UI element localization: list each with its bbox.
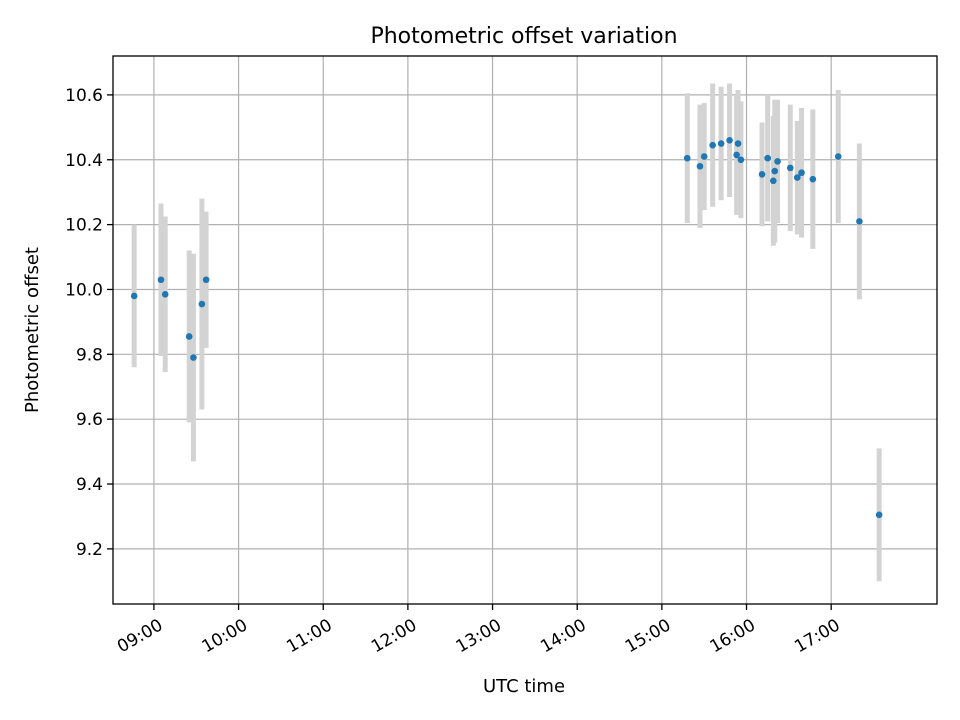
data-point [875, 511, 883, 519]
data-point [737, 156, 745, 164]
y-tick-label: 10.4 [65, 151, 103, 171]
x-tick-label: 12:00 [368, 615, 420, 657]
data-point [161, 291, 169, 298]
x-tick-label: 13:00 [453, 615, 505, 657]
y-tick-label: 10.2 [65, 216, 103, 236]
chart-title: Photometric offset variation [370, 24, 677, 49]
data-point [130, 292, 138, 300]
y-axis-ticks: 9.2 9.4 9.6 9.8 10.0 10.2 10.4 10.6 [65, 86, 113, 560]
y-tick-label: 10.0 [65, 280, 103, 300]
data-point [856, 218, 863, 225]
data-point [733, 151, 740, 159]
x-axis-label: UTC time [483, 676, 565, 697]
data-point [683, 154, 691, 162]
data-point [786, 164, 794, 172]
data-point [770, 177, 777, 185]
data-point [774, 158, 781, 165]
data-point [202, 276, 210, 284]
data-point [764, 154, 771, 162]
data-point [717, 140, 725, 147]
data-point [709, 141, 716, 149]
data-point [700, 153, 708, 160]
data-point [798, 169, 805, 177]
grid [113, 56, 937, 604]
x-tick-label: 16:00 [707, 615, 759, 657]
y-tick-label: 9.6 [76, 410, 103, 430]
data-points [130, 137, 883, 519]
x-tick-label: 15:00 [622, 615, 674, 657]
x-tick-label: 11:00 [283, 615, 335, 657]
data-point [185, 333, 193, 340]
data-point [834, 153, 842, 160]
x-tick-label: 14:00 [537, 615, 589, 657]
x-tick-label: 09:00 [114, 615, 166, 657]
data-point [157, 276, 165, 284]
plot-frame [112, 55, 938, 605]
y-tick-label: 9.8 [76, 345, 103, 365]
y-tick-label: 10.6 [65, 86, 103, 106]
data-point [771, 167, 779, 175]
data-point [794, 174, 801, 181]
data-point [734, 140, 742, 147]
data-point [190, 354, 197, 361]
x-axis-ticks: 09:00 10:00 11:00 12:00 13:00 14:00 15:00 16:00… [114, 604, 844, 657]
x-tick-label: 17:00 [791, 615, 843, 657]
y-tick-label: 9.4 [76, 475, 103, 495]
data-point [198, 300, 206, 308]
y-tick-label: 9.2 [76, 540, 103, 560]
data-point [809, 175, 817, 183]
x-tick-label: 10:00 [199, 615, 251, 657]
data-point [726, 137, 733, 144]
data-point [758, 171, 766, 178]
y-axis-label: Photometric offset [22, 247, 43, 413]
data-point [696, 162, 704, 170]
